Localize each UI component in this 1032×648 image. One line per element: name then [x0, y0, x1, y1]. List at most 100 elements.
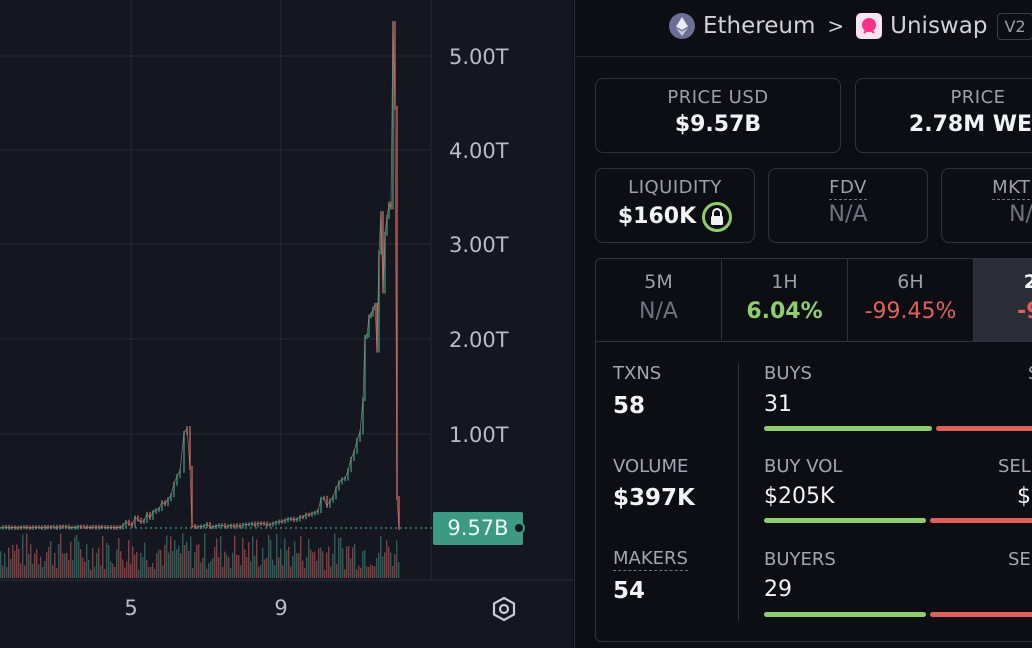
volume-bar [8, 547, 10, 578]
volume-bar [360, 567, 362, 578]
volume-bar [124, 567, 126, 578]
volume-bar [374, 566, 376, 578]
volume-bar [68, 559, 70, 578]
volume-bar [364, 549, 366, 578]
volume-bar [222, 566, 224, 578]
timeframe-5m-tab[interactable]: 5M N/A [596, 259, 722, 341]
volume-bar [254, 555, 256, 578]
volume-bar [390, 552, 392, 578]
volume-bar [228, 557, 230, 578]
volume-bar [298, 553, 300, 578]
volume-bar [26, 533, 28, 578]
buy-vol-bar [764, 518, 926, 523]
timeframe-label: 6H [897, 271, 924, 293]
volume-bar [350, 558, 352, 578]
makers-value: 54 [613, 578, 646, 604]
timeframe-1h-tab[interactable]: 1H 6.04% [722, 259, 848, 341]
volume-bar [164, 544, 166, 578]
volume-bar [48, 547, 50, 578]
volume-bar [102, 535, 104, 578]
market-cap-label[interactable]: MKT C [992, 177, 1032, 200]
volume-bar [62, 553, 64, 578]
volume-bar [204, 533, 206, 578]
volume-bar [46, 552, 48, 578]
breadcrumb-separator: > [827, 14, 845, 38]
dex-crumb[interactable]: Uniswap [856, 13, 987, 39]
volume-bar [234, 535, 236, 578]
volume-bar [42, 566, 44, 578]
volume-bar [198, 544, 200, 578]
volume-bar [266, 557, 268, 578]
volume-bar [146, 559, 148, 578]
volume-bar [322, 551, 324, 578]
timeframe-6h-tab[interactable]: 6H -99.45% [848, 259, 974, 341]
volume-bar [60, 533, 62, 578]
volume-bar [240, 565, 242, 578]
volume-bar [18, 548, 20, 578]
buys-value: 31 [764, 392, 792, 417]
volume-bar [366, 566, 368, 578]
chart-canvas[interactable]: 5.00T 4.00T 3.00T 2.00T 1.00T 5 9 [0, 0, 573, 648]
volume-bar [30, 544, 32, 578]
volume-bar [114, 566, 116, 578]
version-badge: V2 [997, 12, 1032, 40]
volume-bar [184, 545, 186, 578]
y-axis-tick-label: 5.00T [449, 45, 509, 69]
price-native-card: PRICE 2.78M WET [855, 78, 1032, 153]
sells-bar [936, 426, 1032, 431]
volume-bar [368, 566, 370, 578]
volume-bar [172, 551, 174, 578]
timeframe-24h-tab[interactable]: 24 -98 [974, 259, 1032, 341]
volume-bar [170, 536, 172, 578]
y-axis-tick-label: 4.00T [449, 139, 509, 163]
volume-bar [248, 542, 250, 578]
volume-bar [140, 552, 142, 578]
volume-bar [260, 564, 262, 578]
timeframe-change: N/A [639, 299, 678, 324]
volume-bar [182, 533, 184, 578]
volume-bar [352, 547, 354, 578]
volume-bar [246, 556, 248, 578]
volume-bar [132, 546, 134, 578]
volume-bar [76, 534, 78, 578]
fdv-label[interactable]: FDV [829, 177, 867, 200]
volume-bar [348, 546, 350, 578]
volume-bar [4, 553, 6, 578]
makers-label[interactable]: MAKERS [613, 548, 688, 571]
volume-bar [52, 564, 54, 578]
volume-bar [244, 549, 246, 578]
chart-settings-button[interactable] [491, 596, 517, 622]
volume-bar [300, 536, 302, 578]
volume-bar [272, 559, 274, 578]
volume-bar [276, 533, 278, 578]
x-axis-tick-label: 5 [124, 596, 137, 620]
volume-bar [12, 545, 14, 578]
volume-bar [40, 556, 42, 578]
volume-bar [70, 541, 72, 578]
volume-bar [98, 547, 100, 578]
volume-bar [82, 557, 84, 578]
volume-bar [308, 539, 310, 578]
volume-bar [156, 553, 158, 578]
lock-icon[interactable] [702, 202, 733, 232]
volume-bar [218, 556, 220, 578]
volume-bar [86, 543, 88, 578]
chain-crumb[interactable]: Ethereum [669, 13, 815, 39]
volume-bar [58, 544, 60, 578]
volume-bar [252, 536, 254, 578]
volume-bar [334, 533, 336, 578]
volume-bar [186, 541, 188, 578]
volume-bar [56, 568, 58, 578]
volume-bar [50, 541, 52, 578]
volume-bar [384, 552, 386, 578]
liquidity-card[interactable]: LIQUIDITY $160K [595, 168, 755, 243]
sell-vol-bar [930, 518, 1032, 523]
volume-bar [296, 552, 298, 578]
price-chart[interactable]: 5.00T 4.00T 3.00T 2.00T 1.00T 5 9 9.57B [0, 0, 573, 648]
volume-bar [292, 555, 294, 578]
volume-bar [214, 547, 216, 578]
sell-vol-label: SEL [998, 456, 1031, 477]
price-native-label: PRICE [950, 87, 1006, 108]
volume-bar [38, 564, 40, 578]
liquidity-value: $160K [617, 204, 697, 229]
